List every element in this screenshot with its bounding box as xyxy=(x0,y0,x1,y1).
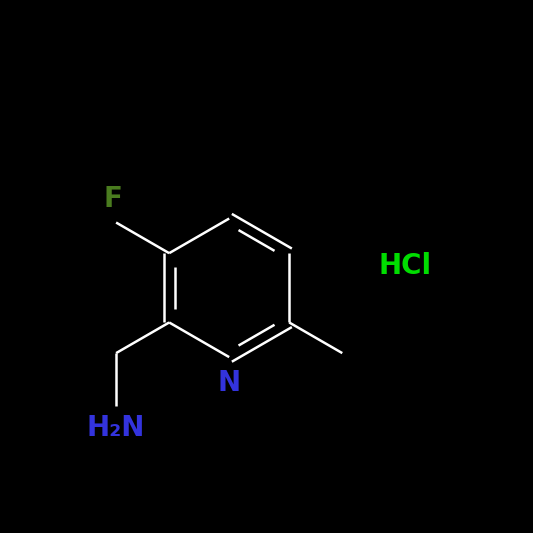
Text: HCl: HCl xyxy=(378,253,432,280)
Text: F: F xyxy=(104,185,123,213)
Text: H₂N: H₂N xyxy=(87,415,146,442)
Text: N: N xyxy=(217,369,241,397)
